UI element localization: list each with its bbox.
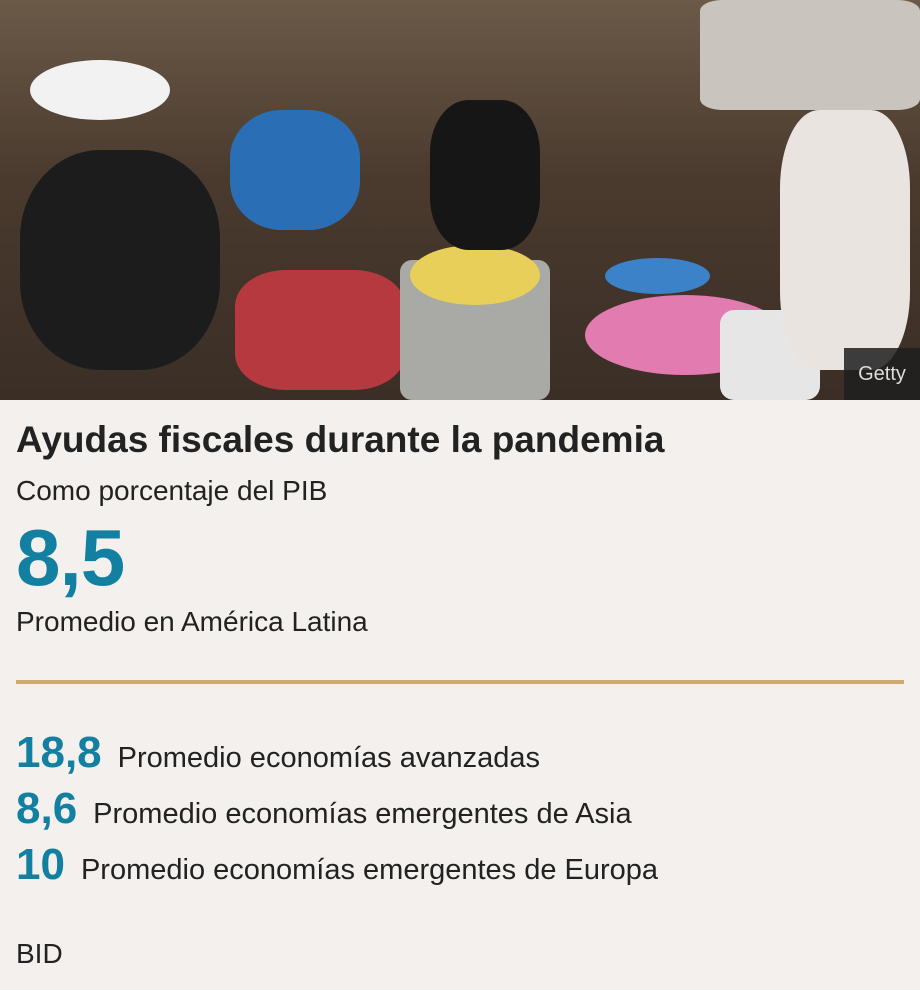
card-subtitle: Como porcentaje del PIB <box>16 475 328 506</box>
photo-detail <box>410 245 540 305</box>
headline-stat-value: 8,5 <box>16 513 125 602</box>
stat-value: 10 <box>16 840 65 889</box>
photo-credit: Getty <box>844 348 920 400</box>
headline-stat-label: Promedio en América Latina <box>16 606 368 637</box>
stat-item: 18,8 Promedio economías avanzadas <box>16 728 658 784</box>
stat-item: 8,6 Promedio economías emergentes de Asi… <box>16 784 658 840</box>
photo-detail <box>605 258 710 294</box>
photo-detail <box>230 110 360 230</box>
stat-label: Promedio economías emergentes de Asia <box>93 798 632 830</box>
photo-detail <box>700 0 920 110</box>
stat-value: 18,8 <box>16 728 102 777</box>
photo-detail <box>20 150 220 370</box>
stat-item: 10 Promedio economías emergentes de Euro… <box>16 840 658 896</box>
card-title: Ayudas fiscales durante la pandemia <box>16 419 665 460</box>
header-photo: Getty <box>0 0 920 400</box>
stat-value: 8,6 <box>16 784 78 833</box>
photo-detail <box>780 110 910 370</box>
photo-detail <box>235 270 405 390</box>
divider <box>16 680 904 684</box>
stat-label: Promedio economías emergentes de Europa <box>80 854 659 886</box>
stats-list: 18,8 Promedio economías avanzadas 8,6 Pr… <box>16 728 658 896</box>
stat-label: Promedio economías avanzadas <box>117 742 540 774</box>
source-label: BID <box>16 938 63 969</box>
photo-detail <box>30 60 170 120</box>
photo-detail <box>430 100 540 250</box>
